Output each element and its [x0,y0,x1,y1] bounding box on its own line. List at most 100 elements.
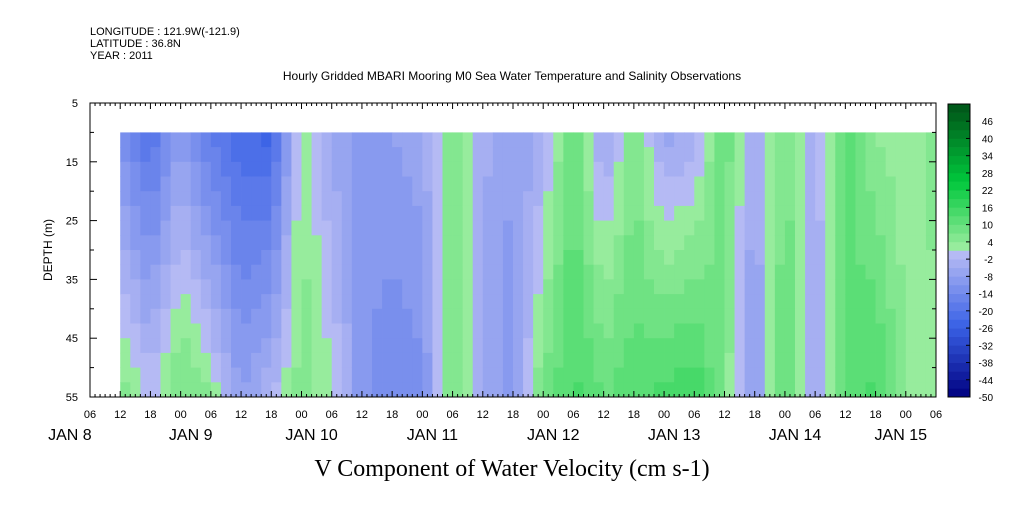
heatmap-cell [130,250,141,266]
heatmap-cell [301,147,312,163]
heatmap-cell [865,191,876,207]
heatmap-cell [331,147,343,163]
heatmap-cell [875,382,887,398]
heatmap-cell [885,176,897,192]
colorbar-label: 46 [982,117,994,128]
heatmap-cell [412,176,423,192]
heatmap-cell [351,382,363,398]
heatmap-cell [654,338,665,354]
heatmap-cell [543,250,554,266]
colorbar-label: -44 [979,376,994,387]
x-day-label: JAN 15 [875,427,928,444]
heatmap-cell [482,147,494,163]
heatmap-cell [603,205,615,221]
heatmap-cell [251,132,262,148]
colorbar-label: -50 [979,393,994,404]
heatmap-cell [654,176,665,192]
heatmap-cell [835,367,846,383]
heatmap-cell [845,132,856,148]
heatmap-cell [180,338,192,354]
heatmap-cell [563,205,574,221]
heatmap-cell [392,147,403,163]
heatmap-cell [120,279,131,295]
heatmap-cell [432,250,443,266]
heatmap-cell [784,323,796,339]
heatmap-cell [291,323,302,339]
heatmap-cell [261,338,272,354]
x-tick-label: 00 [416,409,428,421]
heatmap-cell [573,147,584,163]
colorbar-label: 34 [982,152,994,163]
heatmap-cell [482,235,494,251]
heatmap-cell [130,338,141,354]
x-tick-label: 06 [809,409,821,421]
heatmap-cell [774,382,786,398]
heatmap-cell [150,294,161,310]
heatmap-cell [684,308,695,324]
heatmap-cell [915,338,927,354]
heatmap-cell [301,264,312,280]
heatmap-cell [120,191,131,207]
heatmap-cell [482,176,494,192]
heatmap-cell [523,250,534,266]
heatmap-cell [704,279,715,295]
heatmap-cell [523,132,534,148]
heatmap-cell [210,205,222,221]
heatmap-cell [563,264,574,280]
colorbar-label: 10 [982,221,994,232]
heatmap-cell [905,205,917,221]
heatmap-cell [754,176,766,192]
heatmap-cell [905,220,917,236]
heatmap-cell [734,147,746,163]
heatmap-cell [341,264,353,280]
heatmap-cell [432,235,443,251]
heatmap-cell [815,147,826,163]
heatmap-cell [472,220,484,236]
heatmap-cell [452,264,464,280]
heatmap-cell [553,147,564,163]
heatmap-cell [482,132,494,148]
heatmap-cell [442,191,453,207]
heatmap-cell [764,367,776,383]
heatmap-cell [200,176,212,192]
heatmap-cell [190,294,202,310]
heatmap-cell [855,294,866,310]
heatmap-cell [613,279,625,295]
heatmap-cell [231,235,242,251]
heatmap-cell [462,308,474,324]
heatmap-cell [583,250,594,266]
heatmap-cell [170,367,182,383]
heatmap-cell [120,323,131,339]
heatmap-cell [241,382,252,398]
heatmap-cell [452,161,464,177]
heatmap-cell [603,382,615,398]
heatmap-cell [281,147,292,163]
heatmap-cell [593,191,605,207]
heatmap-cell [895,191,907,207]
heatmap-cell [331,191,343,207]
heatmap-cell [462,279,474,295]
heatmap-cell [694,205,705,221]
heatmap-cell [764,323,776,339]
heatmap-cell [160,382,171,398]
heatmap-cell [553,235,564,251]
heatmap-cell [835,323,846,339]
heatmap-cell [553,250,564,266]
colorbar-label: -26 [979,324,994,335]
heatmap-cell [402,308,413,324]
heatmap-cell [875,250,887,266]
x-tick-label: 18 [869,409,881,421]
heatmap-cell [372,147,383,163]
heatmap-cell [392,294,403,310]
heatmap-cell [472,264,484,280]
heatmap-cell [472,250,484,266]
heatmap-cell [603,161,615,177]
heatmap-cell [251,294,262,310]
heatmap-cell [553,279,564,295]
heatmap-cell [281,308,292,324]
heatmap-cell [815,264,826,280]
heatmap-cell [613,308,625,324]
heatmap-cell [684,147,695,163]
heatmap-cell [392,382,403,398]
heatmap-cell [825,352,836,368]
